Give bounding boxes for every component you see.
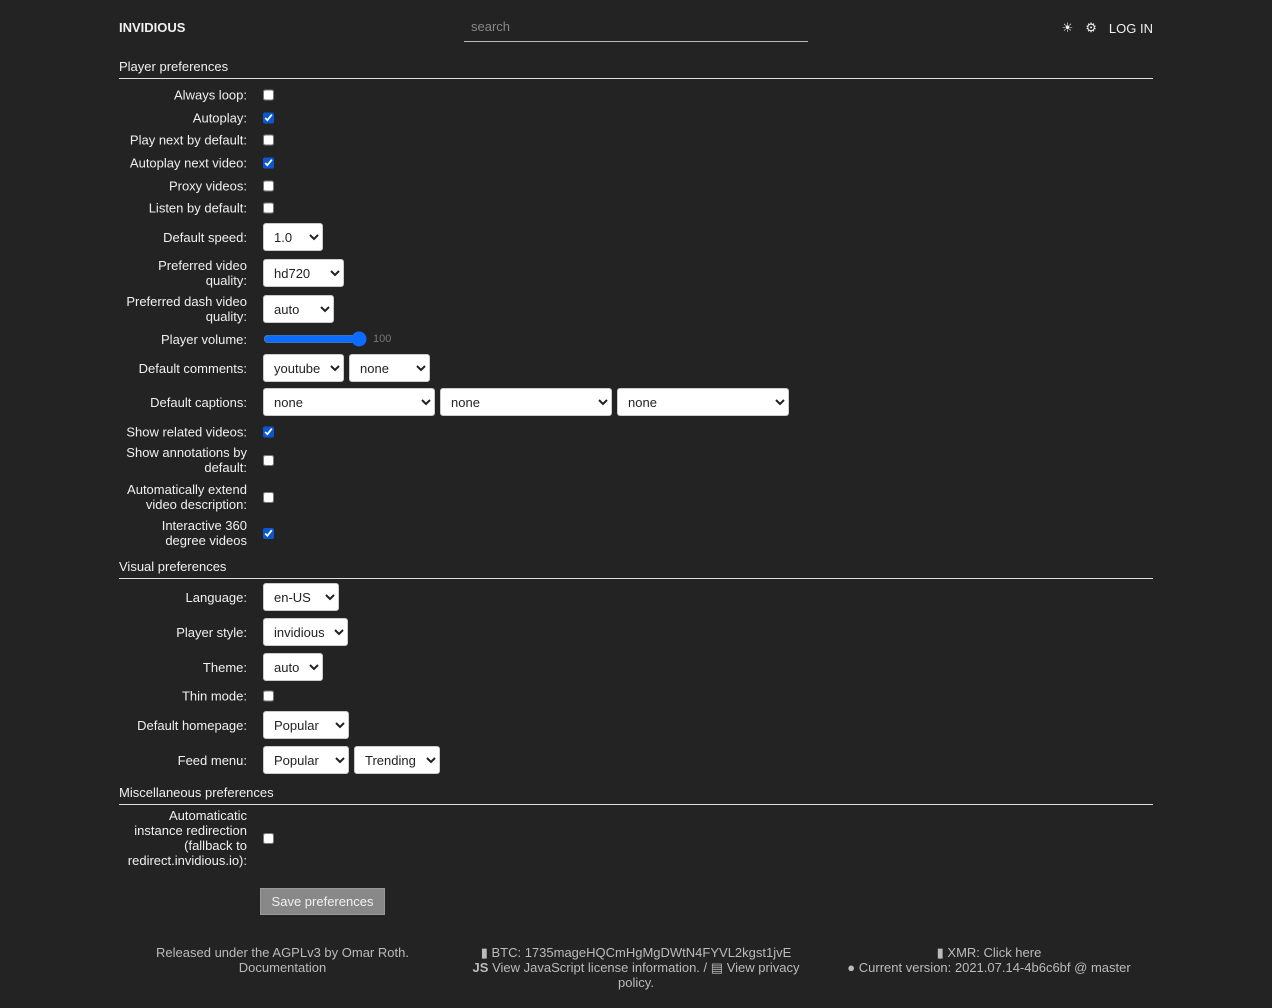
version-link[interactable]: Current version: 2021.07.14-4b6c6bf @ ma…: [858, 960, 1131, 975]
label-annotations: Show annotations by default:: [126, 445, 247, 475]
play-next-checkbox[interactable]: [263, 134, 274, 146]
js-license-link[interactable]: View JavaScript license information.: [492, 960, 700, 975]
js-icon: JS: [472, 960, 493, 975]
label-language: Language:: [185, 589, 247, 605]
save-preferences-button[interactable]: Save preferences: [260, 888, 385, 915]
label-homepage: Default homepage:: [137, 717, 247, 733]
footer-license: Released under the AGPLv3 by Omar Roth.: [156, 945, 409, 960]
label-autoplay-next: Autoplay next video:: [129, 155, 247, 171]
wallet-icon: ▮: [480, 945, 492, 960]
language-select[interactable]: en-US: [263, 583, 339, 611]
volume-slider[interactable]: [263, 331, 367, 347]
autoplay-checkbox[interactable]: [263, 112, 274, 124]
label-comments: Default comments:: [138, 360, 247, 376]
xmr-link[interactable]: XMR: Click here: [947, 945, 1042, 960]
related-checkbox[interactable]: [263, 426, 274, 438]
label-extend: Automatically extend video description:: [127, 482, 247, 512]
label-proxy: Proxy videos:: [168, 178, 247, 194]
vr-checkbox[interactable]: [263, 527, 274, 539]
label-player-style: Player style:: [176, 624, 247, 640]
label-related: Show related videos:: [126, 424, 247, 440]
label-dash: Preferred dash video quality:: [126, 294, 247, 324]
redirect-checkbox[interactable]: [263, 832, 274, 844]
label-redirect: Automaticatic instance redirection (fall…: [127, 808, 247, 868]
label-captions: Default captions:: [150, 394, 247, 410]
section-visual-title: Visual preferences: [119, 559, 1153, 579]
label-thin: Thin mode:: [181, 688, 247, 704]
extend-description-checkbox[interactable]: [263, 491, 274, 503]
comments-select-1[interactable]: youtube: [263, 354, 344, 382]
captions-select-1[interactable]: none: [263, 388, 435, 416]
documentation-link[interactable]: Documentation: [238, 960, 327, 975]
sun-icon[interactable]: ☀: [1061, 20, 1074, 35]
label-volume: Player volume:: [161, 331, 247, 347]
wallet-icon: ▮: [936, 945, 948, 960]
theme-select[interactable]: auto: [263, 653, 323, 681]
always-loop-checkbox[interactable]: [263, 89, 274, 101]
listen-checkbox[interactable]: [263, 202, 274, 214]
feed-select-2[interactable]: Trending: [354, 746, 440, 774]
annotations-checkbox[interactable]: [263, 454, 274, 466]
player-style-select[interactable]: invidious: [263, 618, 348, 646]
speed-select[interactable]: 1.0: [263, 223, 323, 251]
label-theme: Theme:: [202, 659, 247, 675]
captions-select-3[interactable]: none: [617, 388, 789, 416]
btc-address: BTC: 1735mageHQCmHgMgDWtN4FYVL2kgst1jvE: [491, 945, 792, 960]
section-player-title: Player preferences: [119, 59, 1153, 79]
thin-mode-checkbox[interactable]: [263, 690, 274, 702]
volume-value: 100: [373, 333, 392, 345]
brand-logo[interactable]: INVIDIOUS: [119, 20, 186, 35]
search-input[interactable]: [464, 12, 808, 42]
captions-select-2[interactable]: none: [440, 388, 612, 416]
gear-icon[interactable]: ⚙: [1085, 20, 1097, 35]
privacy-link[interactable]: View privacy policy.: [618, 960, 800, 990]
login-link[interactable]: LOG IN: [1108, 20, 1153, 36]
comments-select-2[interactable]: none: [349, 354, 430, 382]
feed-select-1[interactable]: Popular: [263, 746, 349, 774]
autoplay-next-checkbox[interactable]: [263, 157, 274, 169]
quality-select[interactable]: hd720: [263, 259, 344, 287]
label-listen: Listen by default:: [148, 200, 247, 216]
label-360: Interactive 360 degree videos: [161, 518, 247, 548]
label-autoplay: Autoplay:: [192, 110, 247, 126]
separator: /: [703, 960, 708, 975]
github-icon: ●: [847, 960, 856, 975]
homepage-select[interactable]: Popular: [263, 711, 349, 739]
label-always-loop: Always loop:: [174, 87, 247, 103]
section-misc-title: Miscellaneous preferences: [119, 785, 1153, 805]
proxy-checkbox[interactable]: [263, 180, 274, 192]
label-play-next: Play next by default:: [129, 132, 247, 148]
label-feed: Feed menu:: [177, 752, 247, 768]
dash-quality-select[interactable]: auto: [263, 295, 334, 323]
label-quality: Preferred video quality:: [158, 258, 247, 288]
document-icon: ▤: [710, 960, 724, 975]
label-speed: Default speed:: [163, 229, 247, 245]
